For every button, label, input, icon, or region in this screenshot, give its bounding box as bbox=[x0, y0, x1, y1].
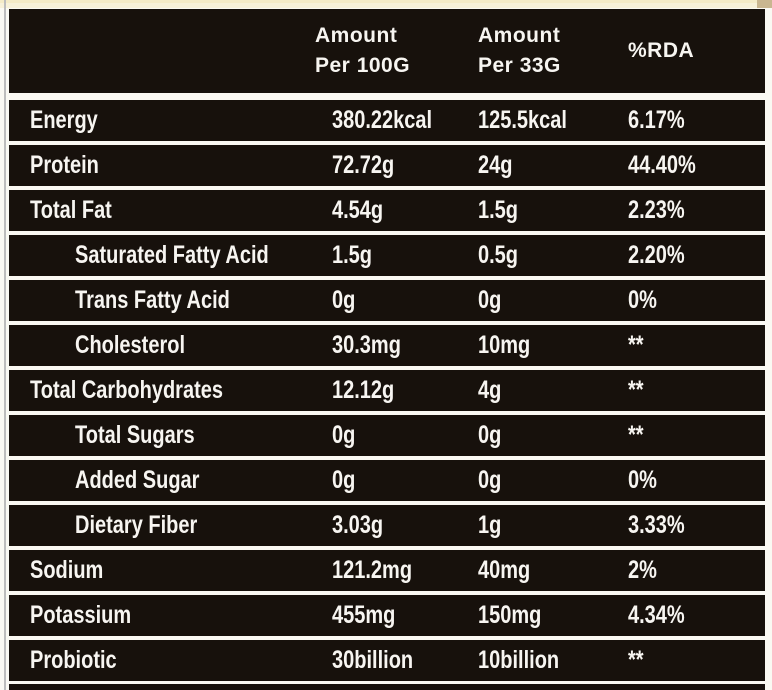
header-line: %RDA bbox=[628, 39, 695, 62]
value-per-100g: 0g bbox=[332, 421, 356, 449]
value-rda: 0% bbox=[628, 466, 657, 494]
value-per-33g: 40mg bbox=[478, 556, 531, 584]
value-rda: ** bbox=[628, 376, 644, 404]
row-label: Total Sugars bbox=[75, 421, 195, 449]
row-label: Energy bbox=[30, 106, 98, 134]
table-row: Saturated Fatty Acid 1.5g 0.5g 2.20% bbox=[9, 235, 765, 276]
value-rda: 0% bbox=[628, 286, 657, 314]
header-line: Amount bbox=[478, 24, 561, 47]
value-rda: ** bbox=[628, 331, 644, 359]
table-row: Cholesterol 30.3mg 10mg ** bbox=[9, 325, 765, 366]
table-row: Sodium 121.2mg 40mg 2% bbox=[9, 550, 765, 591]
value-per-100g: 380.22kcal bbox=[332, 106, 433, 134]
value-per-33g: 0.5g bbox=[478, 241, 519, 269]
row-label: Cholesterol bbox=[75, 331, 186, 359]
value-rda: 6.17% bbox=[628, 106, 685, 134]
row-label: Saturated Fatty Acid bbox=[75, 241, 269, 269]
header-rda: %RDA bbox=[628, 9, 765, 93]
value-per-33g: 10mg bbox=[478, 331, 531, 359]
value-per-33g: 150mg bbox=[478, 601, 542, 629]
value-per-33g: 4g bbox=[478, 376, 502, 404]
table-row: Trans Fatty Acid 0g 0g 0% bbox=[9, 280, 765, 321]
header-line: Per 100G bbox=[315, 54, 411, 77]
corner-swatch bbox=[757, 0, 772, 8]
value-rda: 2.23% bbox=[628, 196, 685, 224]
header-line: Amount bbox=[315, 24, 398, 47]
value-per-100g: 1.5g bbox=[332, 241, 373, 269]
left-edge-line bbox=[4, 0, 6, 690]
value-per-100g: 0g bbox=[332, 466, 356, 494]
table-row: Total Sugars 0g 0g ** bbox=[9, 415, 765, 456]
table-row: Total Fat 4.54g 1.5g 2.23% bbox=[9, 190, 765, 231]
header-amount-per-33g: Amount Per 33G bbox=[478, 9, 628, 93]
row-label: Potassium bbox=[30, 601, 132, 629]
value-per-100g: 455mg bbox=[332, 601, 396, 629]
value-rda: 44.40% bbox=[628, 151, 696, 179]
value-rda: ** bbox=[628, 421, 644, 449]
value-rda: 2.20% bbox=[628, 241, 685, 269]
row-label: Trans Fatty Acid bbox=[75, 286, 230, 314]
row-label: Dietary Fiber bbox=[75, 511, 198, 539]
table-row: Potassium 455mg 150mg 4.34% bbox=[9, 595, 765, 636]
value-per-100g: 0g bbox=[332, 286, 356, 314]
value-per-100g: 121.2mg bbox=[332, 556, 413, 584]
row-label: Protein bbox=[30, 151, 99, 179]
value-per-33g: 24g bbox=[478, 151, 513, 179]
value-per-100g: 12.12g bbox=[332, 376, 395, 404]
row-label: Probiotic bbox=[30, 646, 117, 674]
value-per-33g: 0g bbox=[478, 421, 502, 449]
header-spacer bbox=[9, 9, 332, 93]
value-per-100g: 3.03g bbox=[332, 511, 384, 539]
value-per-33g: 1.5g bbox=[478, 196, 519, 224]
row-label: Total Fat bbox=[30, 196, 112, 224]
table-row: Probiotic 30billion 10billion ** bbox=[9, 640, 765, 681]
table-row: Total Carbohydrates 12.12g 4g ** bbox=[9, 370, 765, 411]
row-label: Sodium bbox=[30, 556, 104, 584]
value-per-33g: 125.5kcal bbox=[478, 106, 567, 134]
table-row: Dietary Fiber 3.03g 1g 3.33% bbox=[9, 505, 765, 546]
table-row: Energy 380.22kcal 125.5kcal 6.17% bbox=[9, 100, 765, 141]
value-per-33g: 1g bbox=[478, 511, 502, 539]
row-label: Total Carbohydrates bbox=[30, 376, 223, 404]
value-rda: 3.33% bbox=[628, 511, 685, 539]
nutrition-table: Amount Per 100G Amount Per 33G %RDA Ener… bbox=[9, 9, 765, 690]
table-row: Added Sugar 0g 0g 0% bbox=[9, 460, 765, 501]
value-per-100g: 30billion bbox=[332, 646, 414, 674]
top-strip bbox=[0, 0, 772, 8]
value-per-33g: 0g bbox=[478, 286, 502, 314]
table-header: Amount Per 100G Amount Per 33G %RDA bbox=[9, 9, 765, 93]
value-per-33g: 0g bbox=[478, 466, 502, 494]
value-rda: 4.34% bbox=[628, 601, 685, 629]
header-amount-per-100g: Amount Per 100G bbox=[315, 9, 461, 93]
value-per-100g: 72.72g bbox=[332, 151, 395, 179]
value-per-100g: 4.54g bbox=[332, 196, 384, 224]
value-rda: ** bbox=[628, 646, 644, 674]
bottom-bar bbox=[9, 684, 765, 690]
value-per-33g: 10billion bbox=[478, 646, 560, 674]
value-per-100g: 30.3mg bbox=[332, 331, 401, 359]
header-line: Per 33G bbox=[478, 54, 561, 77]
row-label: Added Sugar bbox=[75, 466, 200, 494]
table-row: Protein 72.72g 24g 44.40% bbox=[9, 145, 765, 186]
table-body: Energy 380.22kcal 125.5kcal 6.17% Protei… bbox=[9, 100, 765, 681]
value-rda: 2% bbox=[628, 556, 657, 584]
